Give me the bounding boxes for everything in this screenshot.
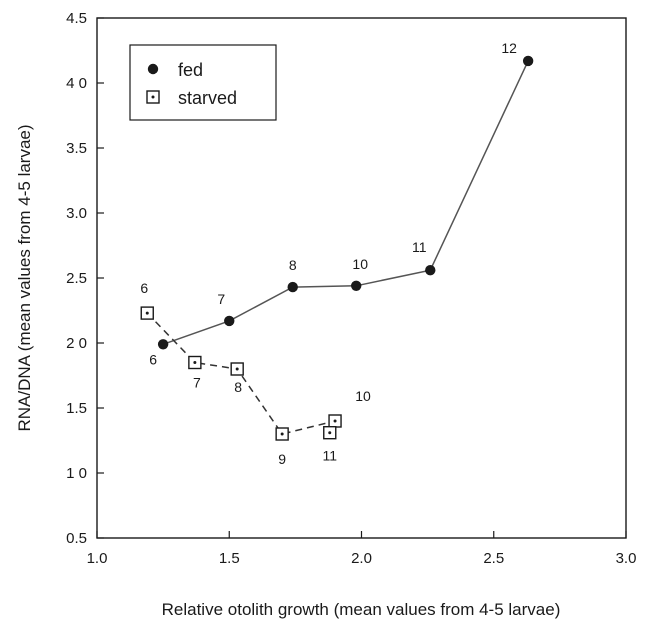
legend-starved-label: starved — [178, 88, 237, 108]
y-tick-label: 3.5 — [66, 140, 87, 157]
starved-point-dot — [235, 367, 239, 371]
y-tick-label: 4 0 — [66, 75, 87, 92]
series-markers — [140, 55, 534, 441]
starved-point-label: 10 — [355, 388, 371, 404]
starved-point-label: 9 — [278, 451, 286, 467]
legend-box — [129, 44, 277, 121]
y-tick-label: 0.5 — [66, 530, 87, 547]
fed-point — [224, 315, 235, 327]
fed-point — [425, 265, 436, 276]
starved-point-label: 6 — [140, 280, 148, 296]
x-tick-label: 1.0 — [87, 550, 108, 567]
y-tick-label: 1 0 — [66, 465, 87, 482]
point-labels: 6 7 8 10 11 12 6 7 8 9 10 11 — [140, 40, 517, 467]
legend: fed starved — [129, 44, 277, 121]
fed-point-label: 12 — [501, 40, 517, 56]
fed-point-label: 10 — [352, 256, 368, 272]
x-tick-label: 3.0 — [616, 550, 637, 567]
fed-point — [157, 339, 169, 350]
x-axis-title: Relative otolith growth (mean values fro… — [162, 600, 561, 619]
fed-point-label: 8 — [289, 257, 297, 273]
x-tick-label: 2.5 — [483, 550, 504, 567]
y-axis-title: RNA/DNA (mean values from 4-5 larvae) — [15, 124, 34, 431]
y-tick-label: 3.0 — [66, 205, 87, 222]
y-tick-label: 2 0 — [66, 335, 87, 352]
fed-point-label: 11 — [412, 239, 427, 255]
fed-point — [522, 55, 534, 67]
fed-point — [351, 280, 362, 291]
fed-point-label: 7 — [217, 291, 225, 307]
starved-point-dot — [193, 361, 197, 364]
series-lines — [146, 60, 529, 435]
starved-point-dot — [280, 432, 284, 436]
legend-fed-label: fed — [178, 60, 203, 80]
starved-point-dot — [333, 419, 337, 423]
starved-point-label: 8 — [234, 379, 242, 395]
y-tick-label: 1.5 — [66, 400, 87, 417]
legend-starved-marker-dot — [151, 95, 155, 99]
starved-point-dot — [145, 311, 149, 315]
starved-series-line — [146, 312, 337, 435]
starved-point-label: 11 — [322, 448, 337, 464]
fed-series-line — [162, 60, 529, 346]
y-tick-label: 4.5 — [66, 10, 87, 27]
axis-ticks: 1.0 1.5 2.0 2.5 3.0 0.5 1 0 1.5 2 0 2.5 3.0 3.5 4 0 4… — [66, 10, 636, 567]
starved-point-dot — [328, 431, 332, 435]
y-tick-label: 2.5 — [66, 270, 87, 287]
x-tick-label: 2.0 — [351, 550, 372, 567]
legend-fed-marker — [147, 63, 159, 75]
starved-point-label: 7 — [193, 375, 201, 391]
fed-point-label: 6 — [149, 351, 157, 367]
fed-point — [287, 281, 298, 293]
x-tick-label: 1.5 — [219, 550, 240, 567]
